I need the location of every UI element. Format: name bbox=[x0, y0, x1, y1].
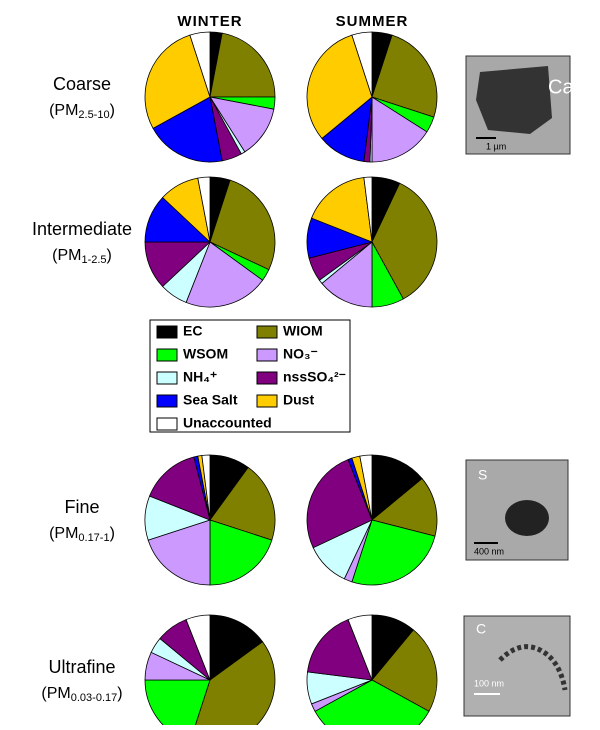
pie-slice bbox=[307, 619, 373, 681]
row-label: Fine bbox=[64, 497, 99, 517]
pie-slice bbox=[201, 454, 211, 521]
pie-slice bbox=[311, 177, 373, 243]
pie-slice bbox=[306, 34, 373, 139]
open-paren: ( bbox=[52, 247, 58, 264]
row-size: (PM0.03-0.17) bbox=[41, 685, 122, 704]
pie-slice bbox=[347, 614, 373, 681]
legend-swatch bbox=[256, 394, 278, 408]
pie-slice bbox=[306, 459, 373, 549]
legend-swatch bbox=[256, 371, 278, 385]
close-paren: ) bbox=[117, 685, 122, 702]
legend-label: Unaccounted bbox=[183, 415, 272, 431]
pie-slice bbox=[371, 478, 438, 537]
pie-slice bbox=[371, 629, 438, 712]
pie-slice bbox=[371, 34, 438, 118]
column-header: SUMMER bbox=[336, 13, 409, 30]
legend-label: NO₃⁻ bbox=[283, 346, 318, 362]
legend-box bbox=[149, 319, 351, 433]
legend-label: Dust bbox=[283, 392, 314, 408]
legend-label: nssSO₄²⁻ bbox=[283, 369, 346, 385]
pie-slice bbox=[185, 614, 211, 681]
pie-slice bbox=[144, 34, 211, 129]
legend-swatch bbox=[156, 348, 178, 362]
row-label: Ultrafine bbox=[48, 657, 115, 677]
pie-slice bbox=[359, 454, 373, 521]
scale-label: 400 nm bbox=[474, 546, 504, 556]
pie-slice bbox=[314, 679, 430, 730]
column-header: WINTER bbox=[177, 13, 242, 30]
particle bbox=[476, 66, 552, 134]
pm: PM bbox=[54, 102, 78, 119]
pm-range: 0.03-0.17 bbox=[71, 692, 117, 704]
scale-label: 100 nm bbox=[474, 678, 504, 688]
pie-slice bbox=[193, 641, 276, 730]
pie-slice bbox=[197, 176, 211, 243]
row-size: (PM1-2.5) bbox=[52, 247, 112, 266]
pm-range: 0.17-1 bbox=[78, 532, 109, 544]
row-size: (PM2.5-10) bbox=[49, 102, 115, 121]
pie-slice bbox=[209, 519, 273, 586]
legend-swatch bbox=[156, 371, 178, 385]
open-paren: ( bbox=[41, 685, 47, 702]
legend-label: WIOM bbox=[283, 323, 323, 339]
particle bbox=[505, 500, 549, 536]
close-paren: ) bbox=[107, 247, 112, 264]
pie-slice bbox=[371, 96, 428, 163]
pie-slice bbox=[149, 456, 211, 521]
pm-range: 1-2.5 bbox=[81, 254, 106, 266]
open-paren: ( bbox=[49, 525, 55, 542]
pie-slice bbox=[147, 519, 211, 586]
pie-slice bbox=[363, 176, 373, 243]
row-label: Coarse bbox=[53, 74, 111, 94]
legend-label: WSOM bbox=[183, 346, 228, 362]
pie-slice bbox=[209, 179, 276, 271]
pie-slice bbox=[209, 466, 276, 541]
pm: PM bbox=[54, 525, 78, 542]
legend-label: NH₄⁺ bbox=[183, 369, 217, 385]
legend-swatch bbox=[256, 348, 278, 362]
row-size: (PM0.17-1) bbox=[49, 525, 115, 544]
close-paren: ) bbox=[110, 102, 115, 119]
close-paren: ) bbox=[110, 525, 115, 542]
pie-slice bbox=[321, 241, 373, 308]
row-label: Intermediate bbox=[32, 219, 132, 239]
pie-slice bbox=[371, 454, 423, 521]
pie-slice bbox=[351, 519, 436, 586]
particle bbox=[498, 644, 568, 691]
pm-range: 2.5-10 bbox=[78, 109, 109, 121]
pie-slice bbox=[144, 679, 211, 730]
micrograph-frame bbox=[463, 615, 571, 717]
legend-swatch bbox=[156, 325, 178, 339]
legend-label: EC bbox=[183, 323, 202, 339]
legend-swatch bbox=[156, 394, 178, 408]
legend-swatch bbox=[156, 417, 178, 431]
micrograph-label: S bbox=[478, 467, 487, 483]
pm: PM bbox=[57, 247, 81, 264]
pie-slice bbox=[351, 31, 373, 98]
pie-slice bbox=[185, 241, 264, 308]
pie-slice bbox=[209, 32, 276, 98]
pie-slice bbox=[152, 96, 223, 163]
pie-slice bbox=[371, 182, 438, 300]
pie-slice bbox=[189, 31, 211, 98]
micrograph bbox=[463, 55, 571, 717]
open-paren: ( bbox=[49, 102, 55, 119]
pm: PM bbox=[47, 685, 71, 702]
micrograph-label: Ca bbox=[548, 76, 574, 98]
micrograph-label: C bbox=[476, 621, 486, 637]
legend-label: Sea Salt bbox=[183, 392, 238, 408]
pie-slice bbox=[209, 614, 264, 681]
scale-label: 1 µm bbox=[486, 141, 506, 151]
legend-swatch bbox=[256, 325, 278, 339]
